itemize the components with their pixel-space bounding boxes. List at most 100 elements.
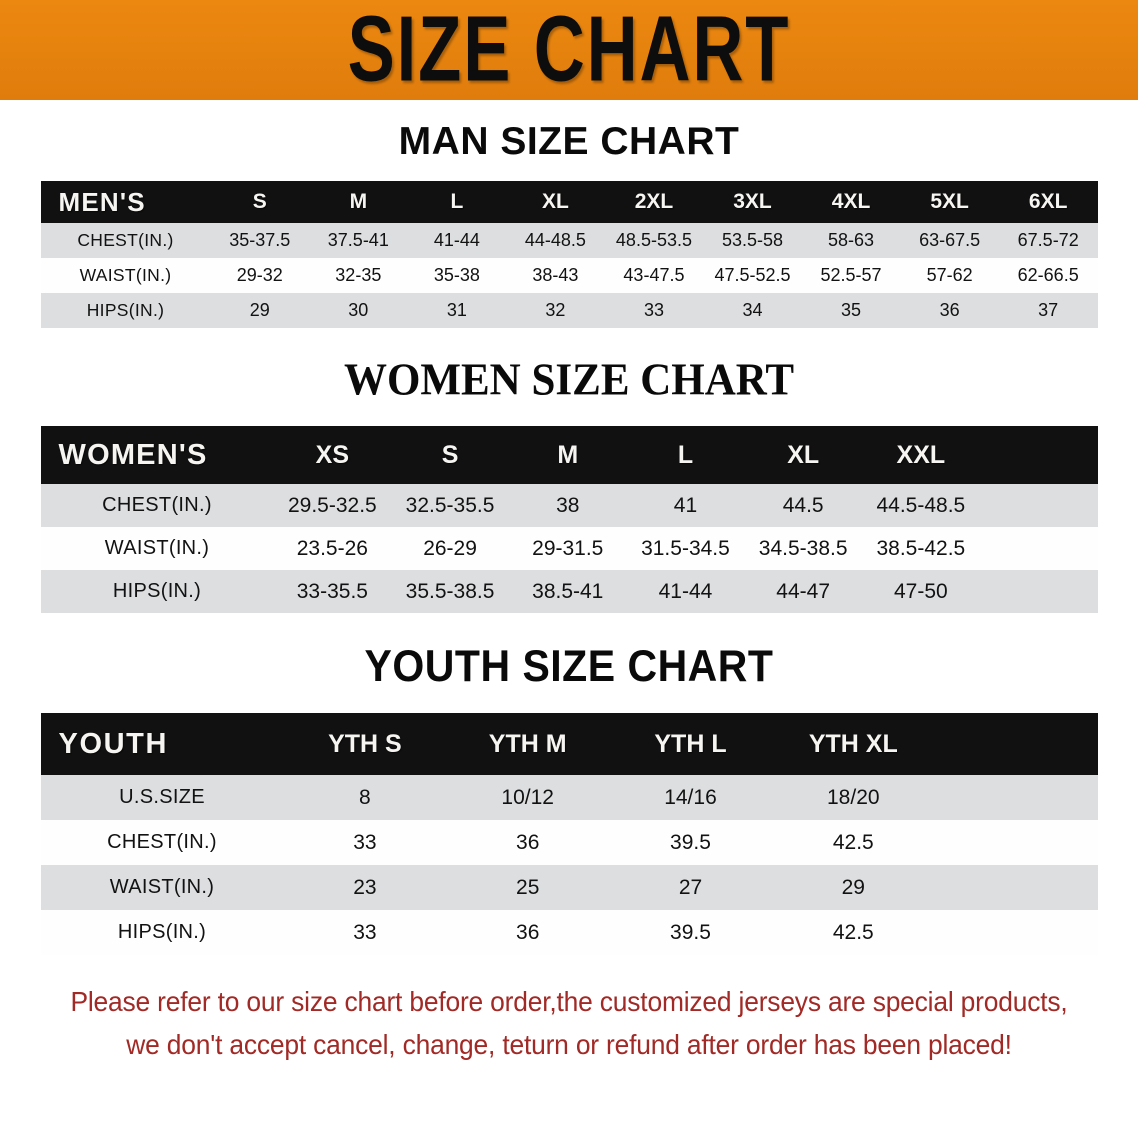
women-table-head: WOMEN'S XS S M L XL XXL (40, 426, 1098, 484)
youth-table-corner-label: YOUTH (58, 727, 168, 760)
women-table-corner-label: WOMEN'S (58, 438, 208, 471)
man-cell: 37.5-41 (327, 230, 389, 250)
man-cell: 48.5-53.5 (615, 230, 692, 250)
women-cell: 44.5 (782, 493, 824, 517)
man-column-header: 2XL (634, 190, 674, 213)
man-cell: 36 (939, 300, 960, 320)
man-cell: 37 (1038, 300, 1059, 320)
youth-column-header: YTH L (654, 729, 727, 758)
man-cell: 32-35 (335, 265, 382, 285)
women-cell: 35.5-38.5 (405, 579, 495, 603)
youth-row-label: WAIST(IN.) (109, 876, 215, 898)
women-cell: 38.5-41 (532, 579, 604, 603)
women-cell: 34.5-38.5 (758, 536, 848, 560)
women-column-header: L (677, 440, 694, 469)
man-cell: 44-48.5 (524, 230, 586, 250)
women-cell: 38.5-42.5 (876, 536, 966, 560)
youth-cell (935, 775, 1098, 820)
women-cell: 23.5-26 (296, 536, 368, 560)
man-cell: 30 (348, 300, 369, 320)
youth-table-body: U.S.SIZE 8 10/12 14/16 18/20 CHEST(IN.) 33 36 39… (40, 775, 1098, 955)
youth-cell (935, 865, 1098, 910)
women-table-row: CHEST(IN.) 29.5-32.5 32.5-35.5 38 41 44.5 44.5… (40, 484, 1098, 527)
women-header-row: WOMEN'S XS S M L XL XXL (40, 426, 1098, 484)
man-cell: 63-67.5 (919, 230, 981, 250)
women-table-row: HIPS(IN.) 33-35.5 35.5-38.5 38.5-41 41-44 44-… (40, 570, 1098, 613)
man-row-label: CHEST(IN.) (77, 230, 174, 250)
man-cell: 38-43 (532, 265, 579, 285)
women-column-header: XS (315, 440, 350, 469)
women-cell: 29.5-32.5 (287, 493, 377, 517)
women-cell (980, 484, 1098, 527)
women-column-header: S (441, 440, 459, 469)
disclaimer-note: Please refer to our size chart before or… (51, 981, 1088, 1066)
men-size-table: MEN'S S M L XL 2XL 3XL 4XL 5XL 6XL CHEST(IN.) 35-3… (40, 181, 1098, 328)
youth-column-header: YTH M (488, 729, 567, 758)
man-column-header: 3XL (733, 190, 772, 213)
man-cell: 52.5-57 (820, 265, 882, 285)
women-cell: 47-50 (894, 579, 948, 603)
youth-section: YOUTH SIZE CHART YOUTH YTH S YTH M YTH L YTH… (0, 644, 1138, 955)
youth-row-label: CHEST(IN.) (107, 831, 217, 853)
women-table-body: CHEST(IN.) 29.5-32.5 32.5-35.5 38 41 44.5 44.5… (40, 484, 1098, 613)
women-cell: 29-31.5 (532, 536, 604, 560)
men-header-row: MEN'S S M L XL 2XL 3XL 4XL 5XL 6XL (40, 181, 1098, 223)
youth-table-row: U.S.SIZE 8 10/12 14/16 18/20 (40, 775, 1098, 820)
page-title: SIZE CHART (347, 0, 791, 102)
man-cell: 35-37.5 (229, 230, 291, 250)
women-cell: 26-29 (423, 536, 477, 560)
women-cell (980, 570, 1098, 613)
women-cell: 41-44 (658, 579, 713, 603)
youth-cell: 36 (516, 830, 540, 854)
man-section-title: MAN SIZE CHART (398, 120, 740, 163)
man-cell: 31 (446, 300, 467, 320)
man-cell: 29-32 (236, 265, 283, 285)
man-cell: 35 (841, 300, 862, 320)
youth-table-row: WAIST(IN.) 23 25 27 29 (40, 865, 1098, 910)
youth-cell: 33 (353, 920, 377, 944)
man-table-corner-label: MEN'S (58, 186, 146, 217)
youth-cell: 23 (353, 875, 377, 899)
youth-cell: 18/20 (827, 785, 880, 809)
youth-row-label: HIPS(IN.) (117, 921, 207, 943)
man-cell: 67.5-72 (1017, 230, 1079, 250)
youth-header-row: YOUTH YTH S YTH M YTH L YTH XL (40, 713, 1098, 775)
youth-cell: 42.5 (832, 830, 874, 854)
man-cell: 58-63 (828, 230, 875, 250)
women-row-label: HIPS(IN.) (112, 580, 202, 602)
youth-table-row: CHEST(IN.) 33 36 39.5 42.5 (40, 820, 1098, 865)
youth-cell: 29 (841, 875, 865, 899)
women-section: WOMEN SIZE CHART WOMEN'S XS S M L XL XXL CHEST… (0, 358, 1138, 613)
men-table-head: MEN'S S M L XL 2XL 3XL 4XL 5XL 6XL (40, 181, 1098, 223)
women-cell: 31.5-34.5 (641, 536, 730, 560)
man-column-header: 5XL (930, 190, 969, 213)
women-cell: 38 (556, 493, 580, 517)
youth-cell: 36 (516, 920, 540, 944)
women-column-header: M (557, 440, 579, 469)
youth-table-head: YOUTH YTH S YTH M YTH L YTH XL (40, 713, 1098, 775)
women-cell (980, 527, 1098, 570)
women-size-table: WOMEN'S XS S M L XL XXL CHEST(IN.) 29.5-32.5 32.… (40, 426, 1098, 613)
man-cell: 57-62 (926, 265, 973, 285)
man-table-row: CHEST(IN.) 35-37.5 37.5-41 41-44 44-48.5 48.5… (40, 223, 1098, 258)
youth-column-header (935, 713, 1098, 775)
youth-column-header: YTH XL (808, 729, 898, 758)
youth-cell: 39.5 (670, 920, 711, 944)
youth-cell: 39.5 (670, 830, 711, 854)
man-row-label: HIPS(IN.) (86, 300, 165, 320)
man-table-row: WAIST(IN.) 29-32 32-35 35-38 38-43 43-47.5 47.… (40, 258, 1098, 293)
youth-table-row: HIPS(IN.) 33 36 39.5 42.5 (40, 910, 1098, 955)
disclaimer-line-1: Please refer to our size chart before or… (70, 986, 1068, 1017)
youth-column-header: YTH S (328, 729, 402, 758)
men-table-body: CHEST(IN.) 35-37.5 37.5-41 41-44 44-48.5 48.5… (40, 223, 1098, 328)
man-column-header: L (450, 190, 464, 213)
youth-cell: 14/16 (664, 785, 717, 809)
man-cell: 35-38 (433, 265, 480, 285)
man-column-header: S (252, 190, 267, 213)
man-cell: 62-66.5 (1017, 265, 1079, 285)
women-cell: 33-35.5 (296, 579, 368, 603)
man-column-header: 4XL (831, 190, 871, 213)
women-column-header: XL (787, 440, 820, 469)
women-cell: 41 (673, 493, 698, 517)
man-cell: 33 (643, 300, 664, 320)
